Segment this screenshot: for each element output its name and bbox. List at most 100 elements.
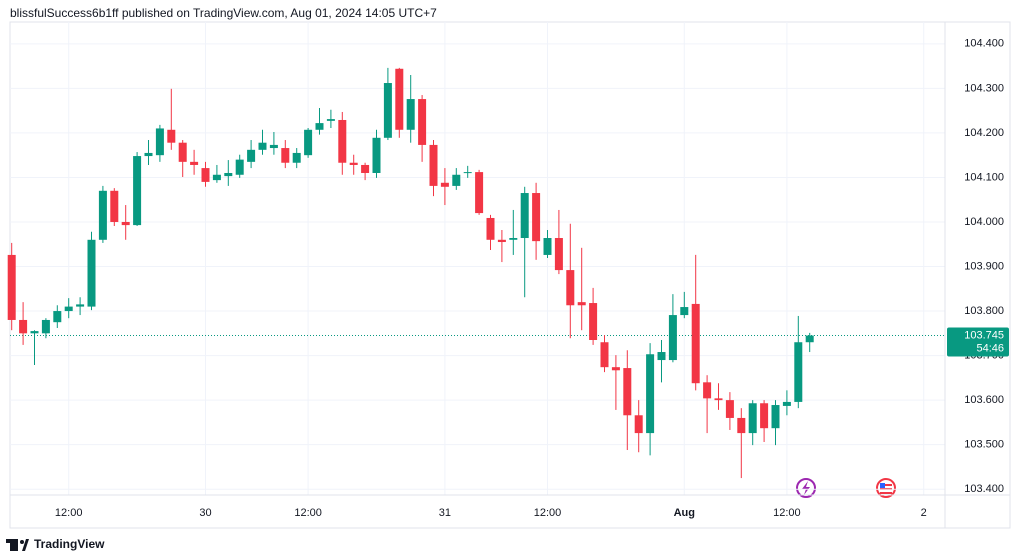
candle-body — [486, 217, 495, 240]
candle-body — [782, 401, 791, 406]
candle-body — [98, 190, 107, 240]
header: blissfulSuccess6b1ff published on Tradin… — [10, 6, 437, 20]
x-tick-label: 31 — [439, 507, 451, 519]
last-price-label: 103.745 — [964, 329, 1004, 341]
x-tick-label: 12:00 — [294, 507, 322, 519]
candle-body — [383, 83, 392, 138]
candle-body — [429, 144, 438, 186]
x-tick-label: Aug — [674, 507, 695, 519]
x-tick-label: 2 — [921, 507, 927, 519]
candle-body — [30, 331, 39, 334]
candle-body — [155, 128, 164, 156]
candle-body — [703, 382, 712, 399]
candle-body — [167, 129, 176, 143]
candle-body — [611, 367, 620, 371]
candle-body — [178, 142, 187, 162]
y-tick-label: 103.900 — [964, 260, 1004, 272]
candle-body — [714, 398, 723, 401]
candle-body — [338, 119, 347, 163]
candle-body — [463, 172, 472, 174]
candle-body — [668, 315, 677, 361]
candle-body — [281, 148, 290, 163]
footer: TradingView — [34, 537, 105, 551]
candle-body — [269, 144, 278, 149]
candle-body — [372, 137, 381, 173]
event-icon[interactable] — [796, 478, 816, 498]
countdown: 54:46 — [976, 342, 1004, 354]
x-tick-label: 12:00 — [773, 507, 801, 519]
candle-body — [543, 238, 552, 255]
candle-body — [634, 415, 643, 434]
candle-body — [326, 119, 335, 121]
y-tick-label: 103.400 — [964, 483, 1004, 495]
candle-body — [7, 254, 16, 320]
flag-icon[interactable] — [876, 478, 896, 498]
candle-body — [554, 238, 563, 271]
y-tick-label: 103.500 — [964, 439, 1004, 451]
candle-body — [258, 142, 267, 150]
y-tick-label: 103.600 — [964, 394, 1004, 406]
candle-body — [532, 193, 541, 242]
candle-body — [19, 319, 28, 334]
chart-frame — [9, 21, 1011, 529]
candle-body — [577, 302, 586, 306]
candle-body — [737, 417, 746, 434]
candle-body — [475, 172, 484, 214]
candle-body — [805, 335, 814, 343]
candle-body — [212, 174, 221, 181]
y-tick-label: 103.800 — [964, 305, 1004, 317]
candle-body — [87, 239, 96, 307]
candle-body — [600, 342, 609, 368]
candle-body — [566, 270, 575, 306]
x-tick-label: 30 — [199, 507, 211, 519]
candle-body — [121, 221, 130, 226]
candle-body — [292, 152, 301, 163]
candle-body — [725, 400, 734, 418]
y-tick-label: 104.200 — [964, 127, 1004, 139]
candle-body — [41, 319, 50, 334]
candle-body — [748, 403, 757, 434]
candle-body — [509, 238, 518, 240]
y-tick-label: 104.100 — [964, 171, 1004, 183]
candle-body — [190, 161, 199, 165]
candle-body — [440, 182, 449, 187]
y-tick-label: 104.400 — [964, 38, 1004, 50]
x-tick-label: 12:00 — [534, 507, 562, 519]
candle-body — [406, 99, 415, 130]
candle-body — [247, 149, 256, 162]
grid — [10, 22, 945, 495]
candle-body — [315, 123, 324, 130]
candle-body — [361, 164, 370, 173]
candle-body — [64, 306, 73, 312]
candle-body — [201, 168, 210, 182]
x-tick-label: 12:00 — [55, 507, 83, 519]
candle-body — [657, 352, 666, 361]
candle-body — [646, 354, 655, 434]
candle-body — [224, 172, 233, 177]
candle-body — [144, 152, 153, 157]
candle-body — [452, 174, 461, 186]
y-tick-label: 104.000 — [964, 216, 1004, 228]
candle-body — [349, 162, 358, 165]
candle-body — [497, 239, 506, 243]
candle-body — [691, 303, 700, 384]
candle-body — [589, 303, 598, 341]
candle-body — [520, 193, 529, 239]
candle-body — [304, 129, 313, 156]
candle-body — [760, 403, 769, 429]
logo — [6, 539, 29, 551]
last-price-box — [947, 327, 1009, 357]
y-tick-label: 104.300 — [964, 82, 1004, 94]
candle-body — [395, 68, 404, 130]
candle-body — [110, 190, 119, 222]
candle-body — [235, 159, 244, 175]
candle-body — [771, 405, 780, 429]
candle-body — [794, 342, 803, 402]
candle-body — [623, 368, 632, 416]
candle-body — [53, 311, 62, 323]
candle-body — [133, 156, 142, 226]
candle-body — [76, 304, 85, 307]
candle-body — [680, 307, 689, 316]
candle-body — [418, 99, 427, 145]
